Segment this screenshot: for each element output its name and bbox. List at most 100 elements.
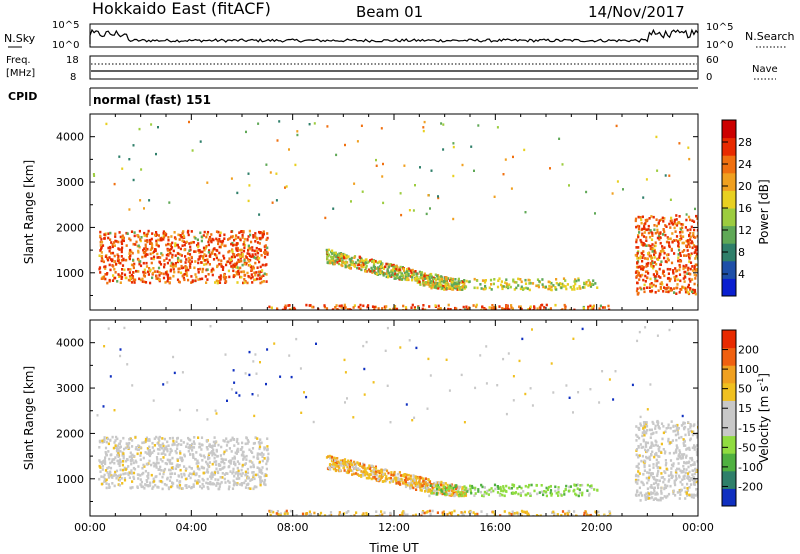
scatter-cell xyxy=(372,472,375,476)
scatter-cell xyxy=(540,490,544,494)
scatter-cell xyxy=(430,272,433,276)
scatter-cell xyxy=(325,307,329,310)
scatter-cell xyxy=(135,240,138,244)
nsky-label: N.Sky xyxy=(4,32,36,45)
nsearch-label: N.Search xyxy=(745,30,795,43)
scatter-cell xyxy=(437,195,439,198)
scatter-cell xyxy=(360,470,363,473)
scatter-cell xyxy=(142,485,145,489)
scatter-cell xyxy=(501,287,504,291)
scatter-cell xyxy=(561,163,564,166)
scatter-cell xyxy=(682,264,685,268)
scatter-cell xyxy=(677,462,680,465)
scatter-cell xyxy=(166,449,169,453)
scatter-cell xyxy=(652,482,656,485)
scatter-cell xyxy=(642,425,645,428)
scatter-cell xyxy=(455,282,458,286)
scatter-cell xyxy=(242,243,245,246)
scatter-cell xyxy=(535,484,538,487)
scatter-cell xyxy=(380,510,383,513)
scatter-cell xyxy=(588,494,591,497)
scatter-cell xyxy=(681,230,684,234)
scatter-cell xyxy=(688,446,691,450)
scatter-cell xyxy=(182,276,185,280)
scatter-cell xyxy=(158,271,161,274)
scatter-cell xyxy=(106,258,110,262)
scatter-cell xyxy=(688,233,691,237)
scatter-cell xyxy=(197,479,200,482)
scatter-cell xyxy=(659,282,662,286)
scatter-cell xyxy=(425,484,428,488)
scatter-cell xyxy=(474,492,477,495)
scatter-cell xyxy=(213,444,216,447)
scatter-cell xyxy=(132,471,136,475)
scatter-cell xyxy=(366,261,369,264)
scatter-cell xyxy=(243,455,246,459)
scatter-cell xyxy=(395,268,398,271)
scatter-cell xyxy=(679,228,683,231)
scatter-cell xyxy=(346,261,349,264)
scatter-cell xyxy=(139,199,142,202)
scatter-cell xyxy=(452,142,455,145)
scatter-cell xyxy=(190,255,193,259)
scatter-cell xyxy=(247,247,250,251)
scatter-cell xyxy=(293,306,296,310)
scatter-cell xyxy=(438,282,441,286)
scatter-cell xyxy=(230,255,233,259)
scatter-cell xyxy=(645,228,648,232)
scatter-cell xyxy=(365,511,368,515)
scatter-cell xyxy=(206,418,209,421)
scatter-cell xyxy=(527,278,530,282)
scatter-cell xyxy=(254,273,257,277)
scatter-cell xyxy=(683,461,686,465)
scatter-cell xyxy=(150,463,153,467)
scatter-cell xyxy=(527,485,530,489)
scatter-cell xyxy=(363,393,366,396)
scatter-cell xyxy=(248,350,251,354)
scatter-cell xyxy=(225,280,228,283)
scatter-cell xyxy=(636,257,639,260)
scatter-cell xyxy=(284,304,287,308)
scatter-cell xyxy=(692,482,695,486)
scatter-cell xyxy=(242,281,245,285)
scatter-cell xyxy=(258,230,261,234)
scatter-cell xyxy=(447,485,450,489)
scatter-cell xyxy=(236,191,239,195)
scatter-cell xyxy=(182,230,185,233)
scatter-cell xyxy=(648,428,651,432)
scatter-cell xyxy=(340,256,343,259)
scatter-cell xyxy=(461,486,464,489)
scatter-cell xyxy=(679,251,682,255)
scatter-cell xyxy=(195,482,199,485)
scatter-cell xyxy=(125,258,128,262)
scatter-cell xyxy=(661,247,664,251)
scatter-cell xyxy=(242,458,245,461)
scatter-cell xyxy=(258,467,261,470)
scatter-cell xyxy=(249,265,253,269)
scatter-cell xyxy=(483,486,486,489)
scatter-cell xyxy=(169,450,172,454)
beam-title: Beam 01 xyxy=(356,3,423,21)
scatter-cell xyxy=(201,482,204,486)
scatter-cell xyxy=(382,267,385,270)
scatter-cell xyxy=(678,268,681,272)
scatter-cell xyxy=(380,127,383,130)
scatter-cell xyxy=(168,258,171,262)
scatter-cell xyxy=(542,493,545,497)
scatter-cell xyxy=(238,231,241,234)
scatter-cell xyxy=(224,353,227,356)
scatter-cell xyxy=(390,479,393,483)
scatter-cell xyxy=(405,476,408,479)
scatter-cell xyxy=(350,200,352,203)
scatter-cell xyxy=(496,485,499,488)
scatter-cell xyxy=(667,426,670,429)
scatter-cell xyxy=(690,477,693,480)
scatter-cell xyxy=(269,171,272,174)
scatter-cell xyxy=(448,279,452,282)
scatter-cell xyxy=(581,327,584,331)
scatter-cell xyxy=(119,235,122,239)
scatter-cell xyxy=(371,464,374,468)
scatter-cell xyxy=(696,493,698,496)
scatter-cell xyxy=(510,304,513,307)
scatter-cell xyxy=(691,478,694,482)
